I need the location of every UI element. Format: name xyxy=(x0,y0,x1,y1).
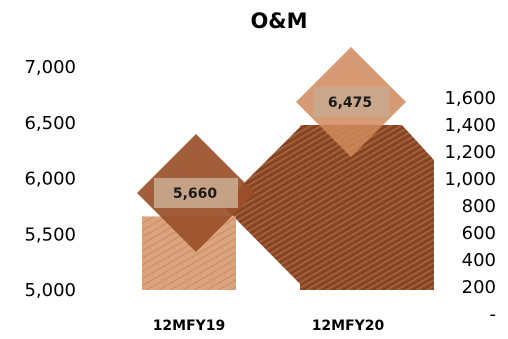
data-label-box xyxy=(313,87,389,117)
y2-tick-label: 800 xyxy=(462,196,496,217)
y-tick-label: 5,500 xyxy=(24,224,76,245)
x-category-label: 12MFY20 xyxy=(312,318,385,334)
y2-tick-label: - xyxy=(490,304,497,325)
chart-title: O&M xyxy=(250,9,307,33)
x-axis: 12MFY19 12MFY20 xyxy=(153,318,385,334)
data-labels-group: 5,660 6,475 xyxy=(137,47,406,252)
x-category-label: 12MFY19 xyxy=(153,318,226,334)
y-tick-label: 7,000 xyxy=(24,57,76,78)
y2-tick-label: 600 xyxy=(462,223,496,244)
data-label-box xyxy=(154,178,238,208)
data-label: 5,660 xyxy=(173,186,218,202)
y-axis-left: 5,000 5,500 6,000 6,500 7,000 xyxy=(24,57,76,301)
y-tick-label: 6,500 xyxy=(24,113,76,134)
y2-tick-label: 400 xyxy=(462,250,496,271)
y2-tick-label: 1,200 xyxy=(444,142,496,163)
data-label: 6,475 xyxy=(328,95,372,111)
y2-tick-label: 1,400 xyxy=(444,115,496,136)
y-axis-right: - 200 400 600 800 1,000 1,200 1,400 1,600 xyxy=(444,88,496,325)
y-tick-label: 5,000 xyxy=(24,280,76,301)
y2-tick-label: 1,600 xyxy=(444,88,496,109)
y-tick-label: 6,000 xyxy=(24,169,76,190)
y2-tick-label: 200 xyxy=(462,277,496,298)
y2-tick-label: 1,000 xyxy=(444,169,496,190)
